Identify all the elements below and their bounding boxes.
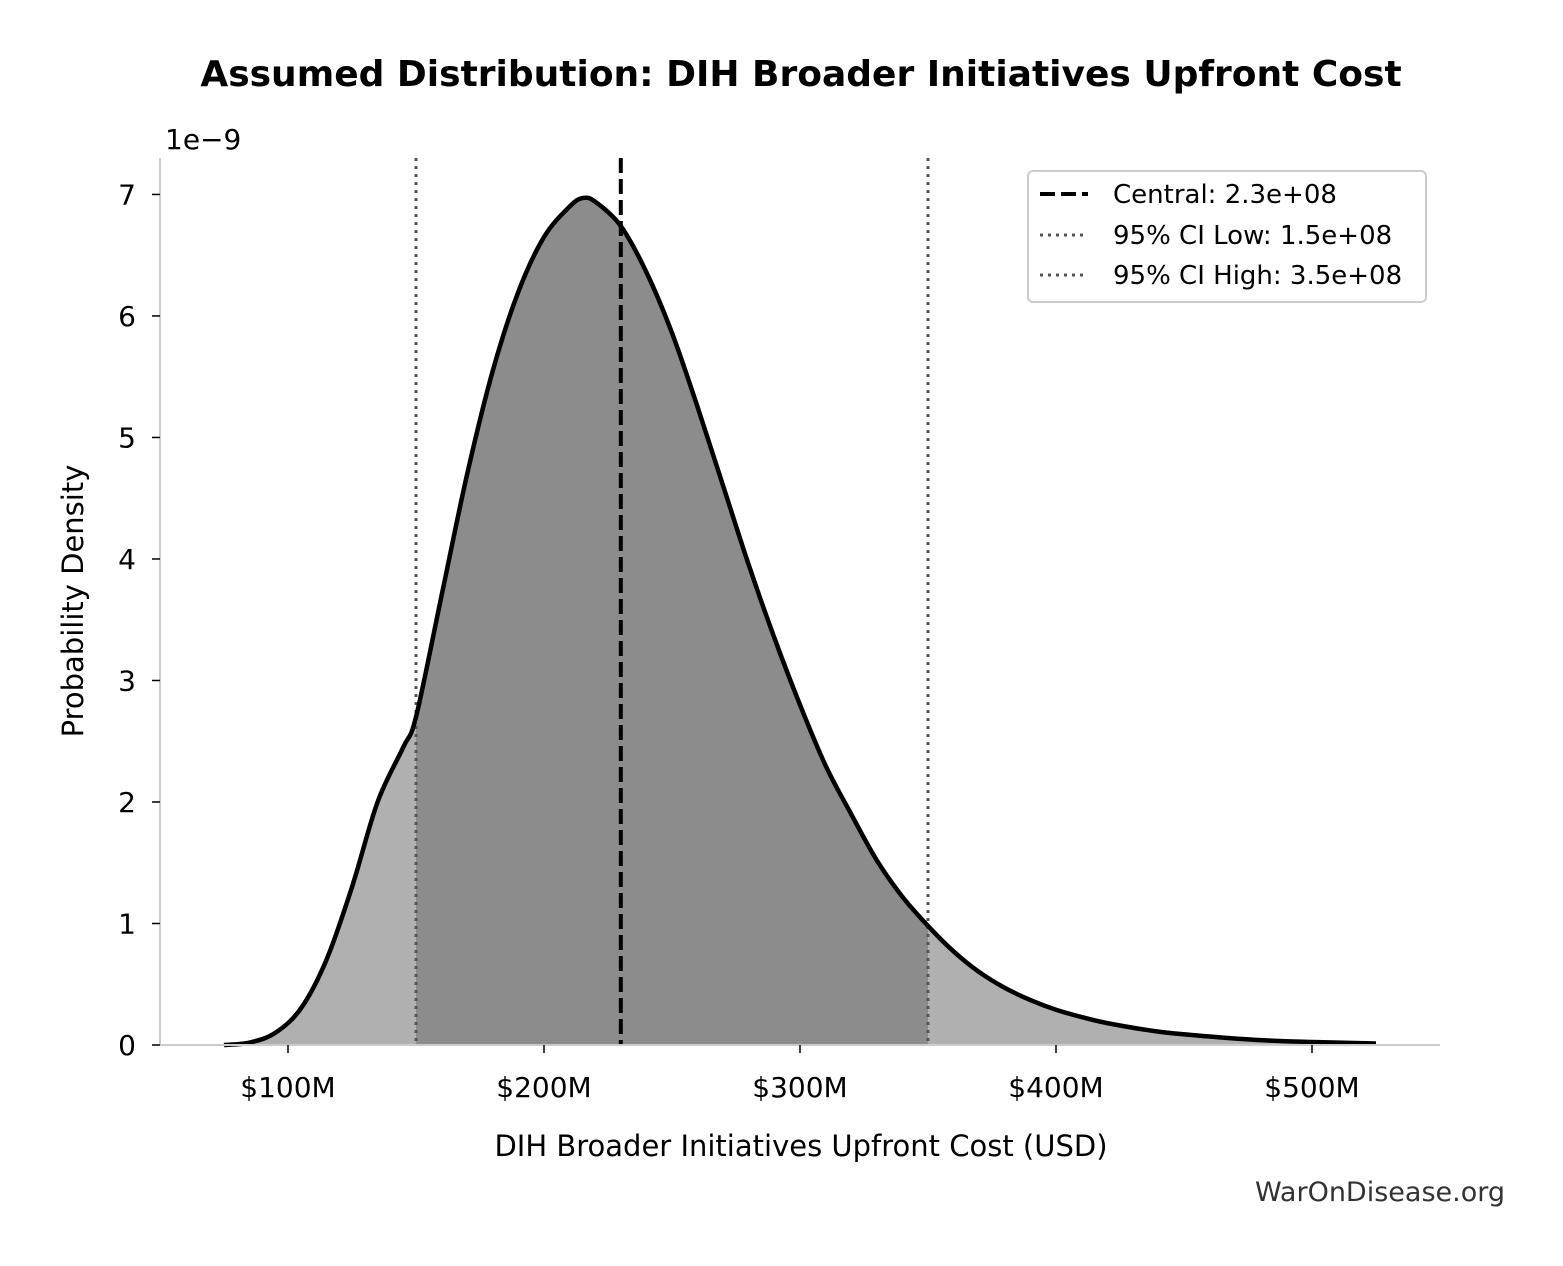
chart-title: Assumed Distribution: DIH Broader Initia… <box>200 54 1401 95</box>
y-tick-label: 2 <box>118 786 136 819</box>
legend-label-ci-high: 95% CI High: 3.5e+08 <box>1113 261 1402 291</box>
legend-label-ci-low: 95% CI Low: 1.5e+08 <box>1113 221 1392 251</box>
y-offset-label: 1e−9 <box>165 123 241 156</box>
y-tick-label: 3 <box>118 664 136 697</box>
y-tick-label: 4 <box>118 543 136 576</box>
y-tick-label: 0 <box>118 1029 136 1062</box>
x-tick-label: $200M <box>496 1071 591 1104</box>
x-tick-label: $300M <box>752 1071 847 1104</box>
y-tick-label: 5 <box>118 421 136 454</box>
legend-frame <box>1027 170 1427 303</box>
y-tick-label: 1 <box>118 907 136 940</box>
y-tick-label: 7 <box>118 178 136 211</box>
y-axis-label: Probability Density <box>56 465 90 738</box>
legend-label-central: Central: 2.3e+08 <box>1113 180 1337 210</box>
x-tick-label: $100M <box>240 1071 335 1104</box>
density-area-ci <box>416 197 928 1045</box>
watermark: WarOnDisease.org <box>1255 1177 1505 1208</box>
x-tick-label: $400M <box>1008 1071 1103 1104</box>
y-tick-label: 6 <box>118 300 136 333</box>
axes: 0 1 2 3 4 5 6 7 $100M $200M $300M $400M $500M <box>118 158 1440 1104</box>
density-curve <box>223 195 1377 1048</box>
legend: Central: 2.3e+08 95% CI Low: 1.5e+08 95%… <box>1027 170 1427 303</box>
density-fill-group <box>224 197 1376 1045</box>
density-curve-group <box>223 195 1377 1048</box>
reference-lines <box>414 158 930 1045</box>
x-tick-label: $500M <box>1264 1071 1359 1104</box>
x-axis-label: DIH Broader Initiatives Upfront Cost (US… <box>494 1129 1107 1163</box>
